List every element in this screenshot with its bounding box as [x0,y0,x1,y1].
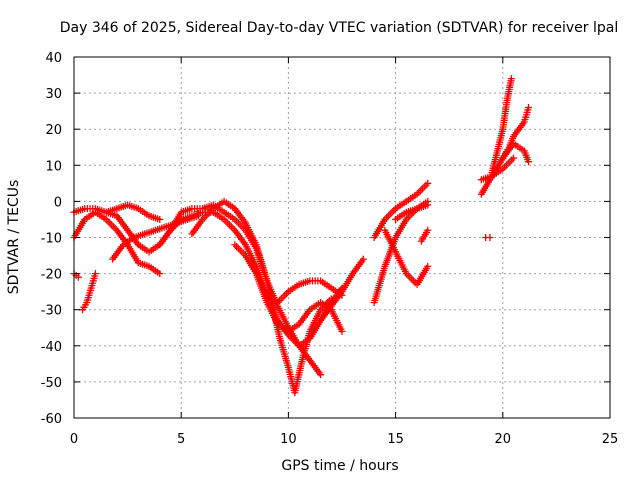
data-point [525,158,533,166]
data-point [424,262,432,270]
y-tick-label: 0 [54,195,62,210]
data-point [424,197,432,205]
series-track [477,154,518,184]
x-tick-label: 10 [280,432,297,447]
series-track [417,226,432,245]
data-point [338,327,346,335]
series-track [70,201,335,397]
series-track [79,270,99,314]
data-point [359,255,367,263]
x-tick-label: 5 [177,432,185,447]
series-track [70,270,82,281]
data-points [70,75,533,397]
y-tick-label: -50 [41,376,62,391]
x-tick-label: 25 [602,432,619,447]
y-tick-label: -60 [41,412,62,427]
y-tick-label: 30 [45,87,62,102]
x-tick-label: 20 [495,432,512,447]
series-track [392,197,432,223]
y-axis-ticks: -60 -50 -40 -30 -20 -10 0 10 20 30 40 [41,51,610,427]
y-tick-label: 10 [45,159,62,174]
series-track [488,75,515,177]
series-track [317,255,367,325]
data-point [525,104,533,112]
data-point [507,75,515,83]
series-track [231,241,346,335]
series-track [370,201,432,306]
data-point [91,270,99,278]
grid-lines [74,57,610,418]
y-tick-label: 20 [45,123,62,138]
series-track [188,197,325,379]
x-tick-label: 15 [387,432,404,447]
series-track [482,234,494,241]
y-axis-title: SDTVAR / TECUs [6,180,22,295]
y-tick-label: -30 [41,304,62,319]
data-point [510,154,518,162]
y-tick-label: -20 [41,268,62,283]
x-axis-ticks: 0 5 10 15 20 25 [70,57,618,447]
chart-title: Day 346 of 2025, Sidereal Day-to-day VTE… [60,20,618,36]
data-point [424,226,432,234]
y-tick-label: -10 [41,232,62,247]
y-tick-label: 40 [45,51,62,66]
series-track [499,140,533,166]
data-point [156,215,164,223]
x-axis-title: GPS time / hours [281,458,398,474]
data-point [74,273,82,281]
data-point [156,270,164,278]
series-track [370,179,432,241]
series-track [102,201,164,223]
data-point [424,179,432,187]
data-point [317,371,325,379]
x-tick-label: 0 [70,432,78,447]
data-point [486,234,494,241]
y-tick-label: -40 [41,340,62,355]
